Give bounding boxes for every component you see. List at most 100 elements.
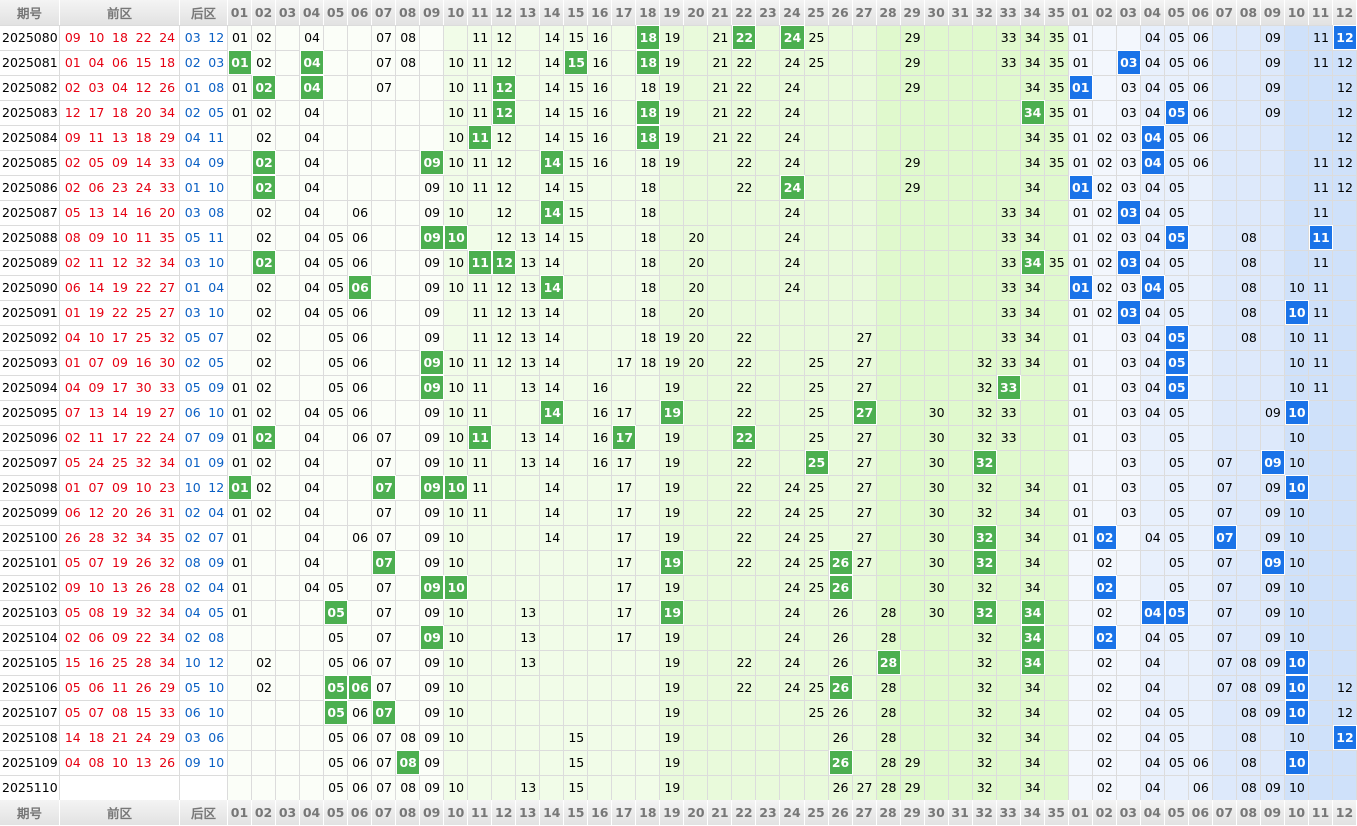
issue: 2025109 (2, 755, 58, 770)
front-cell: 30 (928, 455, 945, 470)
column-shade (1188, 25, 1213, 800)
front-cell: 09 (424, 430, 441, 445)
front-cell: 16 (592, 130, 609, 145)
back-cell: 05 (1168, 505, 1185, 520)
front-cell: 16 (592, 55, 609, 70)
header-number: 32 (972, 800, 997, 825)
back-cell: 07 (1216, 555, 1233, 570)
header-number: 28 (876, 800, 901, 825)
front-cell: 22 (736, 405, 753, 420)
back-cell: 09 (1264, 680, 1281, 695)
back-number: 10 (208, 755, 225, 770)
hot-back-cell: 10 (1284, 300, 1309, 325)
column-shade (636, 25, 661, 800)
hot-back-cell: 12 (1332, 725, 1357, 750)
front-cell: 21 (712, 105, 729, 120)
front-cell: 17 (616, 355, 633, 370)
front-cell: 13 (520, 455, 537, 470)
front-cell: 22 (736, 180, 753, 195)
front-number: 07 (88, 355, 105, 370)
front-cell: 19 (664, 155, 681, 170)
hot-back-cell: 10 (1284, 675, 1309, 700)
grid-line (803, 25, 805, 800)
front-number: 05 (64, 555, 81, 570)
front-cell: 02 (256, 30, 272, 45)
front-number: 35 (159, 230, 176, 245)
back-number: 09 (184, 755, 201, 770)
back-cell: 06 (1192, 105, 1209, 120)
front-number: 34 (159, 255, 176, 270)
issue: 2025092 (2, 330, 58, 345)
header-cell: 后区 (180, 800, 228, 825)
column-shade (1260, 25, 1285, 800)
back-cell: 12 (1337, 155, 1353, 170)
front-cell: 34 (1024, 680, 1041, 695)
front-cell: 11 (472, 405, 489, 420)
grid-line (947, 25, 949, 800)
front-cell: 19 (664, 130, 681, 145)
front-number: 24 (135, 730, 152, 745)
front-cell: 24 (784, 555, 801, 570)
issue: 2025101 (2, 555, 58, 570)
front-number: 33 (159, 180, 176, 195)
front-cell: 11 (472, 380, 489, 395)
back-number: 08 (184, 555, 201, 570)
front-cell: 32 (976, 430, 993, 445)
front-cell: 10 (448, 180, 465, 195)
front-cell: 04 (304, 105, 321, 120)
front-cell: 07 (376, 655, 393, 670)
header-number: 19 (660, 800, 685, 825)
front-number: 07 (88, 480, 105, 495)
back-cell: 12 (1337, 130, 1353, 145)
back-number: 04 (184, 130, 201, 145)
column-shade (1332, 25, 1357, 800)
back-number: 04 (208, 580, 225, 595)
front-cell: 05 (328, 755, 345, 770)
front-cell: 32 (976, 755, 993, 770)
hot-front-cell: 10 (444, 225, 469, 250)
front-cell: 30 (928, 505, 945, 520)
back-cell: 05 (1168, 280, 1185, 295)
front-number: 05 (88, 155, 105, 170)
column-shade (804, 25, 829, 800)
back-cell: 03 (1120, 430, 1137, 445)
front-cell: 34 (1024, 130, 1041, 145)
grid-line (779, 25, 781, 800)
header-number: 02 (1092, 0, 1117, 25)
hot-front-cell: 09 (420, 375, 445, 400)
hot-front-cell: 09 (420, 575, 445, 600)
back-cell: 10 (1288, 730, 1305, 745)
back-cell: 07 (1216, 455, 1233, 470)
front-cell: 04 (304, 555, 321, 570)
front-number: 08 (88, 605, 105, 620)
back-number: 02 (184, 55, 201, 70)
front-cell: 05 (328, 280, 345, 295)
front-number: 11 (135, 230, 152, 245)
column-shade (1092, 25, 1117, 800)
back-number: 12 (208, 480, 225, 495)
back-cell: 11 (1313, 355, 1329, 370)
back-number: 03 (208, 55, 225, 70)
front-cell: 09 (424, 655, 441, 670)
back-cell: 04 (1144, 655, 1161, 670)
grid-line (419, 25, 421, 800)
back-cell: 08 (1240, 255, 1257, 270)
front-cell: 30 (928, 605, 945, 620)
hot-front-cell: 07 (372, 700, 397, 725)
back-cell: 01 (1072, 130, 1089, 145)
grid-line (0, 375, 1357, 376)
front-number: 26 (64, 530, 81, 545)
back-number: 01 (184, 280, 201, 295)
issue: 2025097 (2, 455, 58, 470)
front-number: 11 (88, 255, 105, 270)
front-cell: 34 (1024, 780, 1041, 795)
front-number: 26 (135, 505, 152, 520)
front-cell: 14 (544, 355, 561, 370)
column-shade (444, 25, 469, 800)
grid-line (0, 425, 1357, 426)
back-cell: 09 (1264, 55, 1281, 70)
front-cell: 13 (520, 305, 537, 320)
back-cell: 04 (1144, 205, 1161, 220)
issue: 2025084 (2, 130, 58, 145)
back-cell: 09 (1264, 580, 1281, 595)
